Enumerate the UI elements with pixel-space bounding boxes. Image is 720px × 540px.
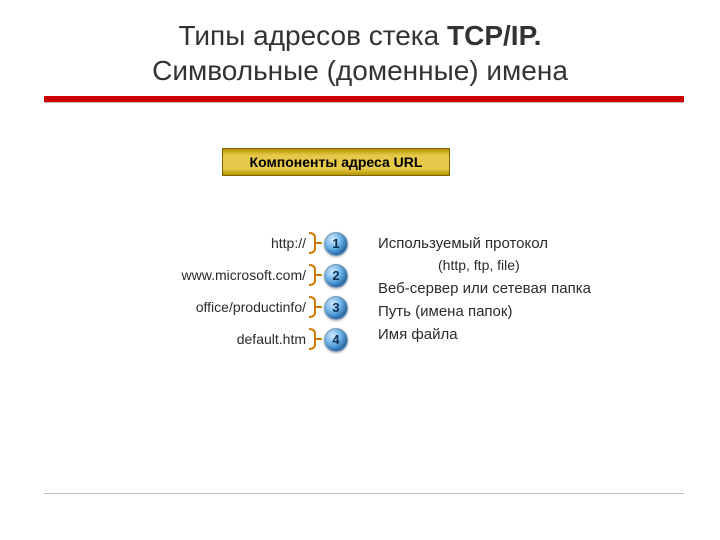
title-bold: TCP/IP. bbox=[447, 20, 541, 51]
description-line: (http, ftp, file) bbox=[378, 255, 678, 277]
slide: Типы адресов стека TCP/IP. Символьные (д… bbox=[0, 0, 720, 540]
description-line: Путь (имена папок) bbox=[378, 300, 678, 323]
section-badge: Компоненты адреса URL bbox=[222, 148, 450, 176]
url-segment-row: default.htm 4 bbox=[128, 328, 346, 356]
description-line: Используемый протокол bbox=[378, 232, 678, 255]
title-part1: Типы адресов стека bbox=[179, 20, 447, 51]
bracket-icon bbox=[308, 264, 322, 286]
url-segment-text: http:// bbox=[271, 235, 306, 251]
url-segment-row: http:// 1 bbox=[128, 232, 346, 260]
bracket-icon bbox=[308, 296, 322, 318]
bracket-icon bbox=[308, 232, 322, 254]
number-ball: 3 bbox=[324, 296, 348, 320]
description-line: Веб-сервер или сетевая папка bbox=[378, 277, 678, 300]
description-list: Используемый протокол(http, ftp, file)Ве… bbox=[378, 232, 678, 347]
number-ball: 4 bbox=[324, 328, 348, 352]
url-segment-text: www.microsoft.com/ bbox=[182, 267, 306, 283]
description-line: Имя файла bbox=[378, 323, 678, 346]
url-segment-row: office/productinfo/3 bbox=[128, 296, 346, 324]
number-ball: 1 bbox=[324, 232, 348, 256]
footer-line bbox=[44, 493, 684, 494]
number-ball: 2 bbox=[324, 264, 348, 288]
url-segment-row: www.microsoft.com/2 bbox=[128, 264, 346, 292]
bracket-icon bbox=[308, 328, 322, 350]
url-diagram: http:// 1 www.microsoft.com/2 office/produc… bbox=[128, 232, 346, 360]
url-segment-text: default.htm bbox=[237, 331, 306, 347]
slide-title: Типы адресов стека TCP/IP. Символьные (д… bbox=[0, 0, 720, 88]
title-underline-grey bbox=[44, 102, 684, 103]
title-line2: Символьные (доменные) имена bbox=[152, 55, 568, 86]
url-segment-text: office/productinfo/ bbox=[196, 299, 306, 315]
